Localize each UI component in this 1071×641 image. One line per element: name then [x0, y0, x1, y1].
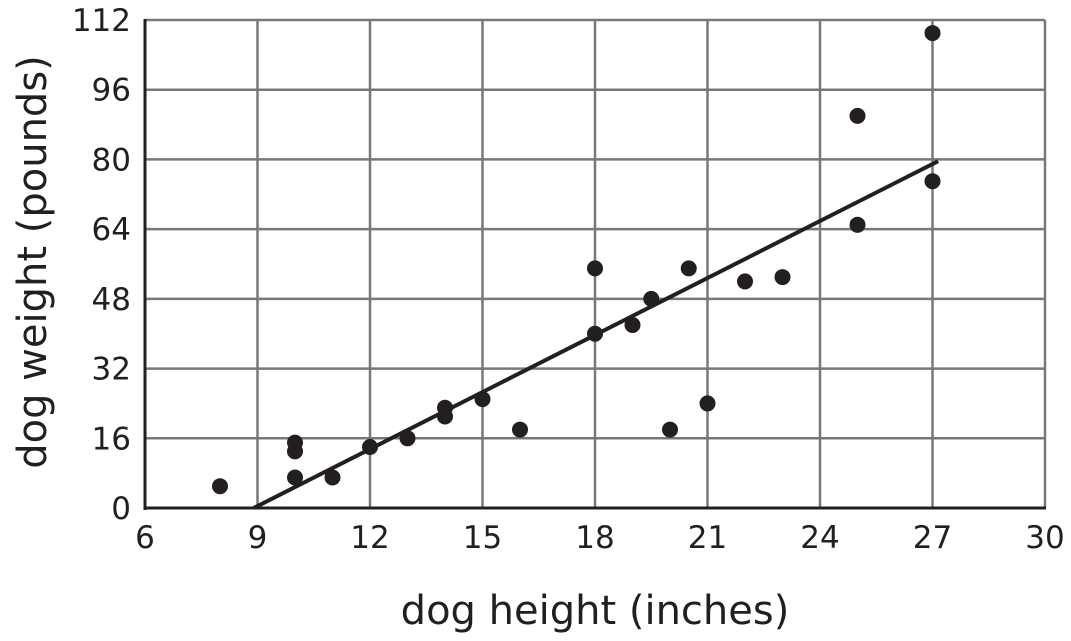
- x-tick-labels: 6 9 12 15 18 21 24 27 30: [135, 520, 1065, 556]
- data-point: [212, 478, 228, 495]
- data-point: [437, 408, 453, 425]
- axes: [143, 19, 1046, 510]
- data-point: [287, 469, 303, 486]
- x-tick-label: 30: [1025, 520, 1064, 556]
- data-point: [624, 317, 641, 333]
- data-points: [212, 25, 941, 495]
- y-tick-label: 112: [72, 3, 131, 39]
- x-tick-label: 27: [913, 520, 952, 556]
- data-point: [849, 107, 866, 124]
- y-tick-label: 48: [92, 282, 131, 318]
- data-point: [699, 395, 716, 412]
- y-tick-label: 64: [92, 212, 131, 248]
- x-tick-label: 9: [248, 520, 268, 556]
- data-point: [324, 469, 341, 486]
- data-point: [662, 421, 678, 438]
- y-tick-label: 96: [92, 73, 131, 109]
- data-point: [587, 325, 603, 342]
- y-tick-label: 0: [111, 491, 131, 527]
- x-axis-label: dog height (inches): [401, 588, 790, 634]
- y-tick-label: 80: [92, 142, 131, 178]
- x-tick-label: 15: [463, 520, 502, 556]
- data-point: [512, 421, 528, 438]
- x-tick-label: 18: [575, 520, 614, 556]
- y-tick-label: 16: [92, 421, 131, 457]
- data-point: [399, 430, 416, 447]
- data-point: [924, 25, 941, 42]
- data-point: [474, 391, 491, 408]
- data-point: [643, 290, 660, 307]
- data-point: [587, 260, 603, 277]
- x-tick-label: 12: [350, 520, 389, 556]
- data-point: [362, 439, 378, 455]
- y-tick-label: 32: [92, 352, 131, 388]
- data-point: [849, 216, 866, 233]
- x-tick-label: 24: [800, 520, 839, 556]
- data-point: [680, 260, 697, 277]
- data-point: [287, 443, 303, 460]
- x-tick-label: 21: [688, 520, 727, 556]
- y-axis-label: dog weight (pounds): [10, 55, 56, 469]
- data-point: [924, 173, 941, 190]
- y-tick-labels: 0 16 32 48 64 80 96 112: [72, 3, 131, 527]
- data-point: [737, 273, 753, 290]
- data-point: [774, 269, 791, 286]
- x-tick-label: 6: [135, 520, 155, 556]
